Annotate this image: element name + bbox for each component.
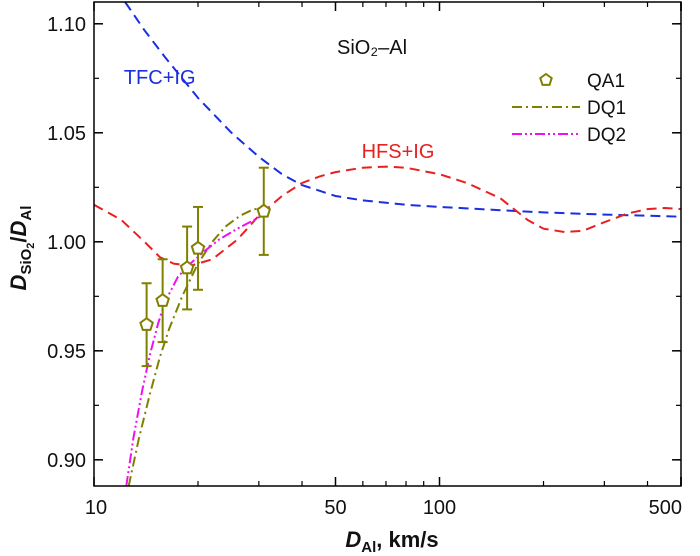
- y-tick-label: 1.05: [47, 123, 86, 145]
- x-tick-label: 10: [85, 497, 107, 519]
- x-axis-title-rest: , km/s: [376, 527, 438, 552]
- y-tick-label: 1.00: [47, 232, 86, 254]
- legend: QA1 DQ1 DQ2: [512, 71, 626, 146]
- y-tick-label: 0.95: [47, 341, 86, 363]
- chart-title-text: SiO₂–Al: [337, 37, 407, 59]
- data-series: [125, 166, 272, 486]
- y-axis-title: DSiO2/DAl: [6, 206, 37, 291]
- x-axis-title-main: D: [345, 527, 361, 552]
- y-axis-title-slash: /: [6, 236, 31, 242]
- legend-label-dq2: DQ2: [587, 125, 626, 146]
- y-axis-title-sub1b: 2: [25, 243, 37, 249]
- data-point-5: [256, 203, 272, 218]
- y-tick-label: 1.10: [47, 14, 86, 36]
- axes-ticks: [93, 2, 682, 486]
- model-curves: [94, 2, 681, 267]
- plot-frame: [93, 1, 682, 487]
- y-axis-title-main1: D: [6, 274, 31, 290]
- curve-tfc-ig: [124, 2, 681, 218]
- legend-label-qa1: QA1: [587, 71, 625, 92]
- x-tick-label: 100: [423, 497, 456, 519]
- x-axis-title-sub: Al: [361, 539, 376, 556]
- chart-title: SiO₂–Al: [337, 37, 407, 59]
- data-point-1: [139, 316, 154, 331]
- data-point-2: [155, 292, 170, 307]
- x-axis-title: DAl, km/s: [345, 527, 438, 556]
- curve-hfs-ig: [94, 165, 681, 267]
- data-point-4: [190, 240, 206, 255]
- y-tick-label: 0.90: [47, 450, 86, 472]
- y-axis-title-sub1: SiO: [18, 248, 35, 274]
- data-point-3: [179, 260, 195, 275]
- legend-symbol-qa1: [539, 72, 553, 86]
- y-tick-labels: 0.90 0.95 1.00 1.05 1.10: [47, 14, 86, 472]
- series-line-dq1: [127, 208, 267, 486]
- y-axis-title-sub2: Al: [18, 206, 35, 221]
- x-tick-label: 50: [324, 497, 346, 519]
- annotation-tfc-ig: TFC+IG: [124, 67, 196, 89]
- y-axis-title-main2: D: [6, 220, 31, 236]
- x-tick-labels: 10 50 100 500: [85, 497, 682, 519]
- legend-label-dq1: DQ1: [587, 98, 626, 119]
- series-line-dq2: [125, 212, 267, 486]
- curve-annotations: TFC+IG HFS+IG: [124, 67, 435, 163]
- annotation-hfs-ig: HFS+IG: [362, 141, 435, 163]
- x-tick-label: 500: [649, 497, 682, 519]
